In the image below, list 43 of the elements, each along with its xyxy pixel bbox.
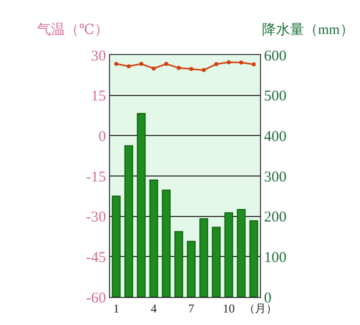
- point: [226, 60, 231, 64]
- bar: [174, 231, 184, 297]
- bar: [186, 240, 196, 297]
- y2-tick-label: 400: [264, 128, 286, 145]
- point: [126, 64, 131, 68]
- y-tick-label: -60: [86, 290, 106, 306]
- point: [176, 66, 181, 70]
- bar: [162, 190, 171, 297]
- bar: [112, 196, 121, 297]
- point: [202, 68, 206, 72]
- point: [114, 62, 118, 66]
- y2-tick-label: 100: [264, 250, 286, 266]
- point: [252, 62, 256, 66]
- bar: [149, 180, 158, 297]
- x-tick-label: 10: [222, 301, 235, 316]
- y2-tick-label: 500: [264, 88, 286, 105]
- point: [239, 60, 244, 65]
- y-tick-label: 15: [91, 88, 106, 105]
- bar: [236, 208, 246, 297]
- bar: [224, 212, 234, 297]
- y2-tick-label: 300: [264, 169, 286, 186]
- y2-tick-label: 600: [264, 48, 286, 64]
- y-tick-label: -15: [86, 169, 106, 186]
- point: [164, 62, 168, 66]
- point: [139, 62, 144, 66]
- bar: [124, 145, 134, 297]
- x-tick-label: 7: [188, 301, 194, 316]
- point: [189, 66, 194, 71]
- point: [152, 66, 156, 70]
- y-tick-label: 30: [91, 48, 106, 64]
- x-tick-label: 1: [113, 301, 120, 316]
- point: [214, 62, 218, 66]
- y-axis-title: 气温（℃）: [37, 22, 109, 38]
- bar: [136, 112, 146, 297]
- y2-axis-title: 降水量（mm）: [262, 22, 354, 38]
- x-tick-label: 4: [150, 301, 157, 316]
- y-tick-label: -30: [86, 210, 106, 226]
- y2-tick-label: 200: [264, 210, 286, 226]
- bar: [249, 220, 258, 297]
- y-tick-label: -45: [86, 250, 106, 266]
- y-tick-label: 0: [98, 128, 106, 145]
- bar: [199, 218, 208, 297]
- bar: [212, 226, 221, 297]
